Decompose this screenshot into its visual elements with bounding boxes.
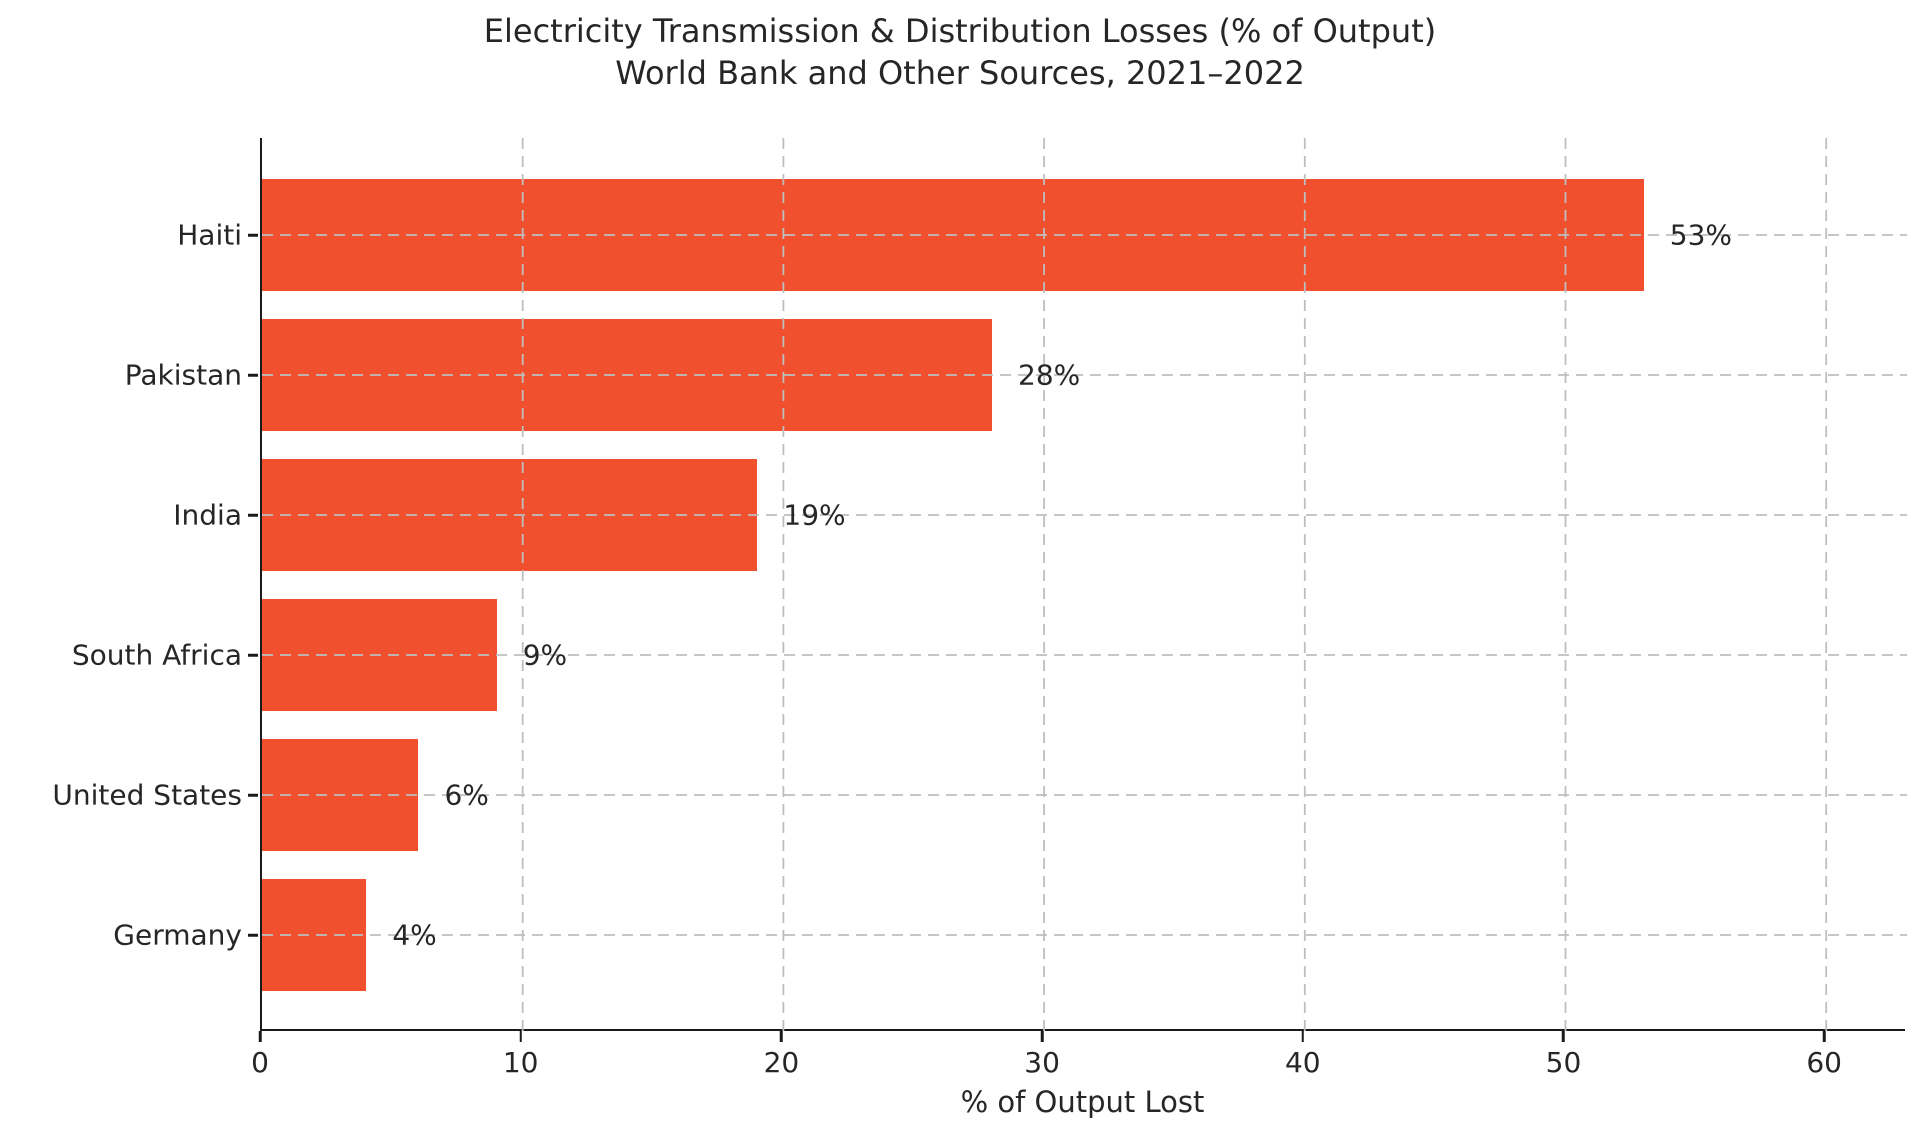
y-tick-label-south-africa: South Africa: [71, 638, 242, 672]
bar-haiti: [262, 179, 1644, 291]
value-label-united-states: 6%: [444, 778, 489, 812]
plot-area: 53% 28% 19% 9% 6% 4%: [260, 138, 1907, 1031]
y-tick-label-germany: Germany: [113, 918, 242, 952]
bar-india: [262, 459, 758, 571]
x-tick-mark-50: [1562, 1031, 1565, 1042]
y-tick-label-united-states: United States: [52, 778, 242, 812]
chart-title-line2: World Bank and Other Sources, 2021–2022: [615, 54, 1305, 93]
y-tick-mark-haiti: [248, 233, 258, 237]
x-axis-title: % of Output Lost: [960, 1085, 1205, 1119]
value-label-india: 19%: [783, 498, 846, 532]
chart-title-line1: Electricity Transmission & Distribution …: [483, 12, 1437, 50]
x-tick-mark-0: [258, 1031, 262, 1042]
value-label-haiti: 53%: [1669, 218, 1732, 252]
x-tick-mark-60: [1822, 1031, 1826, 1042]
x-tick-label-60: 60: [1806, 1046, 1842, 1079]
value-label-pakistan: 28%: [1018, 358, 1081, 392]
x-tick-mark-40: [1301, 1031, 1305, 1042]
value-label-south-africa: 9%: [522, 638, 568, 672]
chart-title: Electricity Transmission & Distribution …: [0, 10, 1920, 94]
bar-united-states: [262, 739, 419, 851]
y-tick-label-pakistan: Pakistan: [124, 358, 242, 392]
x-tick-label-40: 40: [1284, 1046, 1321, 1079]
x-tick-label-0: 0: [251, 1046, 269, 1079]
x-tick-label-50: 50: [1545, 1046, 1582, 1079]
x-tick-mark-10: [519, 1031, 522, 1042]
y-tick-mark-pakistan: [248, 373, 258, 377]
x-tick-label-20: 20: [763, 1046, 800, 1079]
y-tick-mark-united-states: [248, 793, 258, 797]
x-tick-label-30: 30: [1024, 1046, 1060, 1079]
y-tick-mark-india: [248, 513, 258, 517]
value-label-germany: 4%: [392, 918, 437, 952]
y-tick-mark-south-africa: [248, 653, 258, 657]
bar-pakistan: [262, 319, 992, 431]
x-tick-mark-30: [1040, 1031, 1044, 1042]
x-tick-mark-20: [780, 1031, 783, 1042]
bar-south-africa: [262, 599, 497, 711]
y-tick-label-haiti: Haiti: [177, 218, 242, 252]
bar-germany: [262, 879, 367, 991]
y-tick-label-india: India: [173, 498, 242, 532]
y-tick-mark-germany: [248, 933, 258, 937]
x-tick-label-10: 10: [502, 1046, 539, 1079]
